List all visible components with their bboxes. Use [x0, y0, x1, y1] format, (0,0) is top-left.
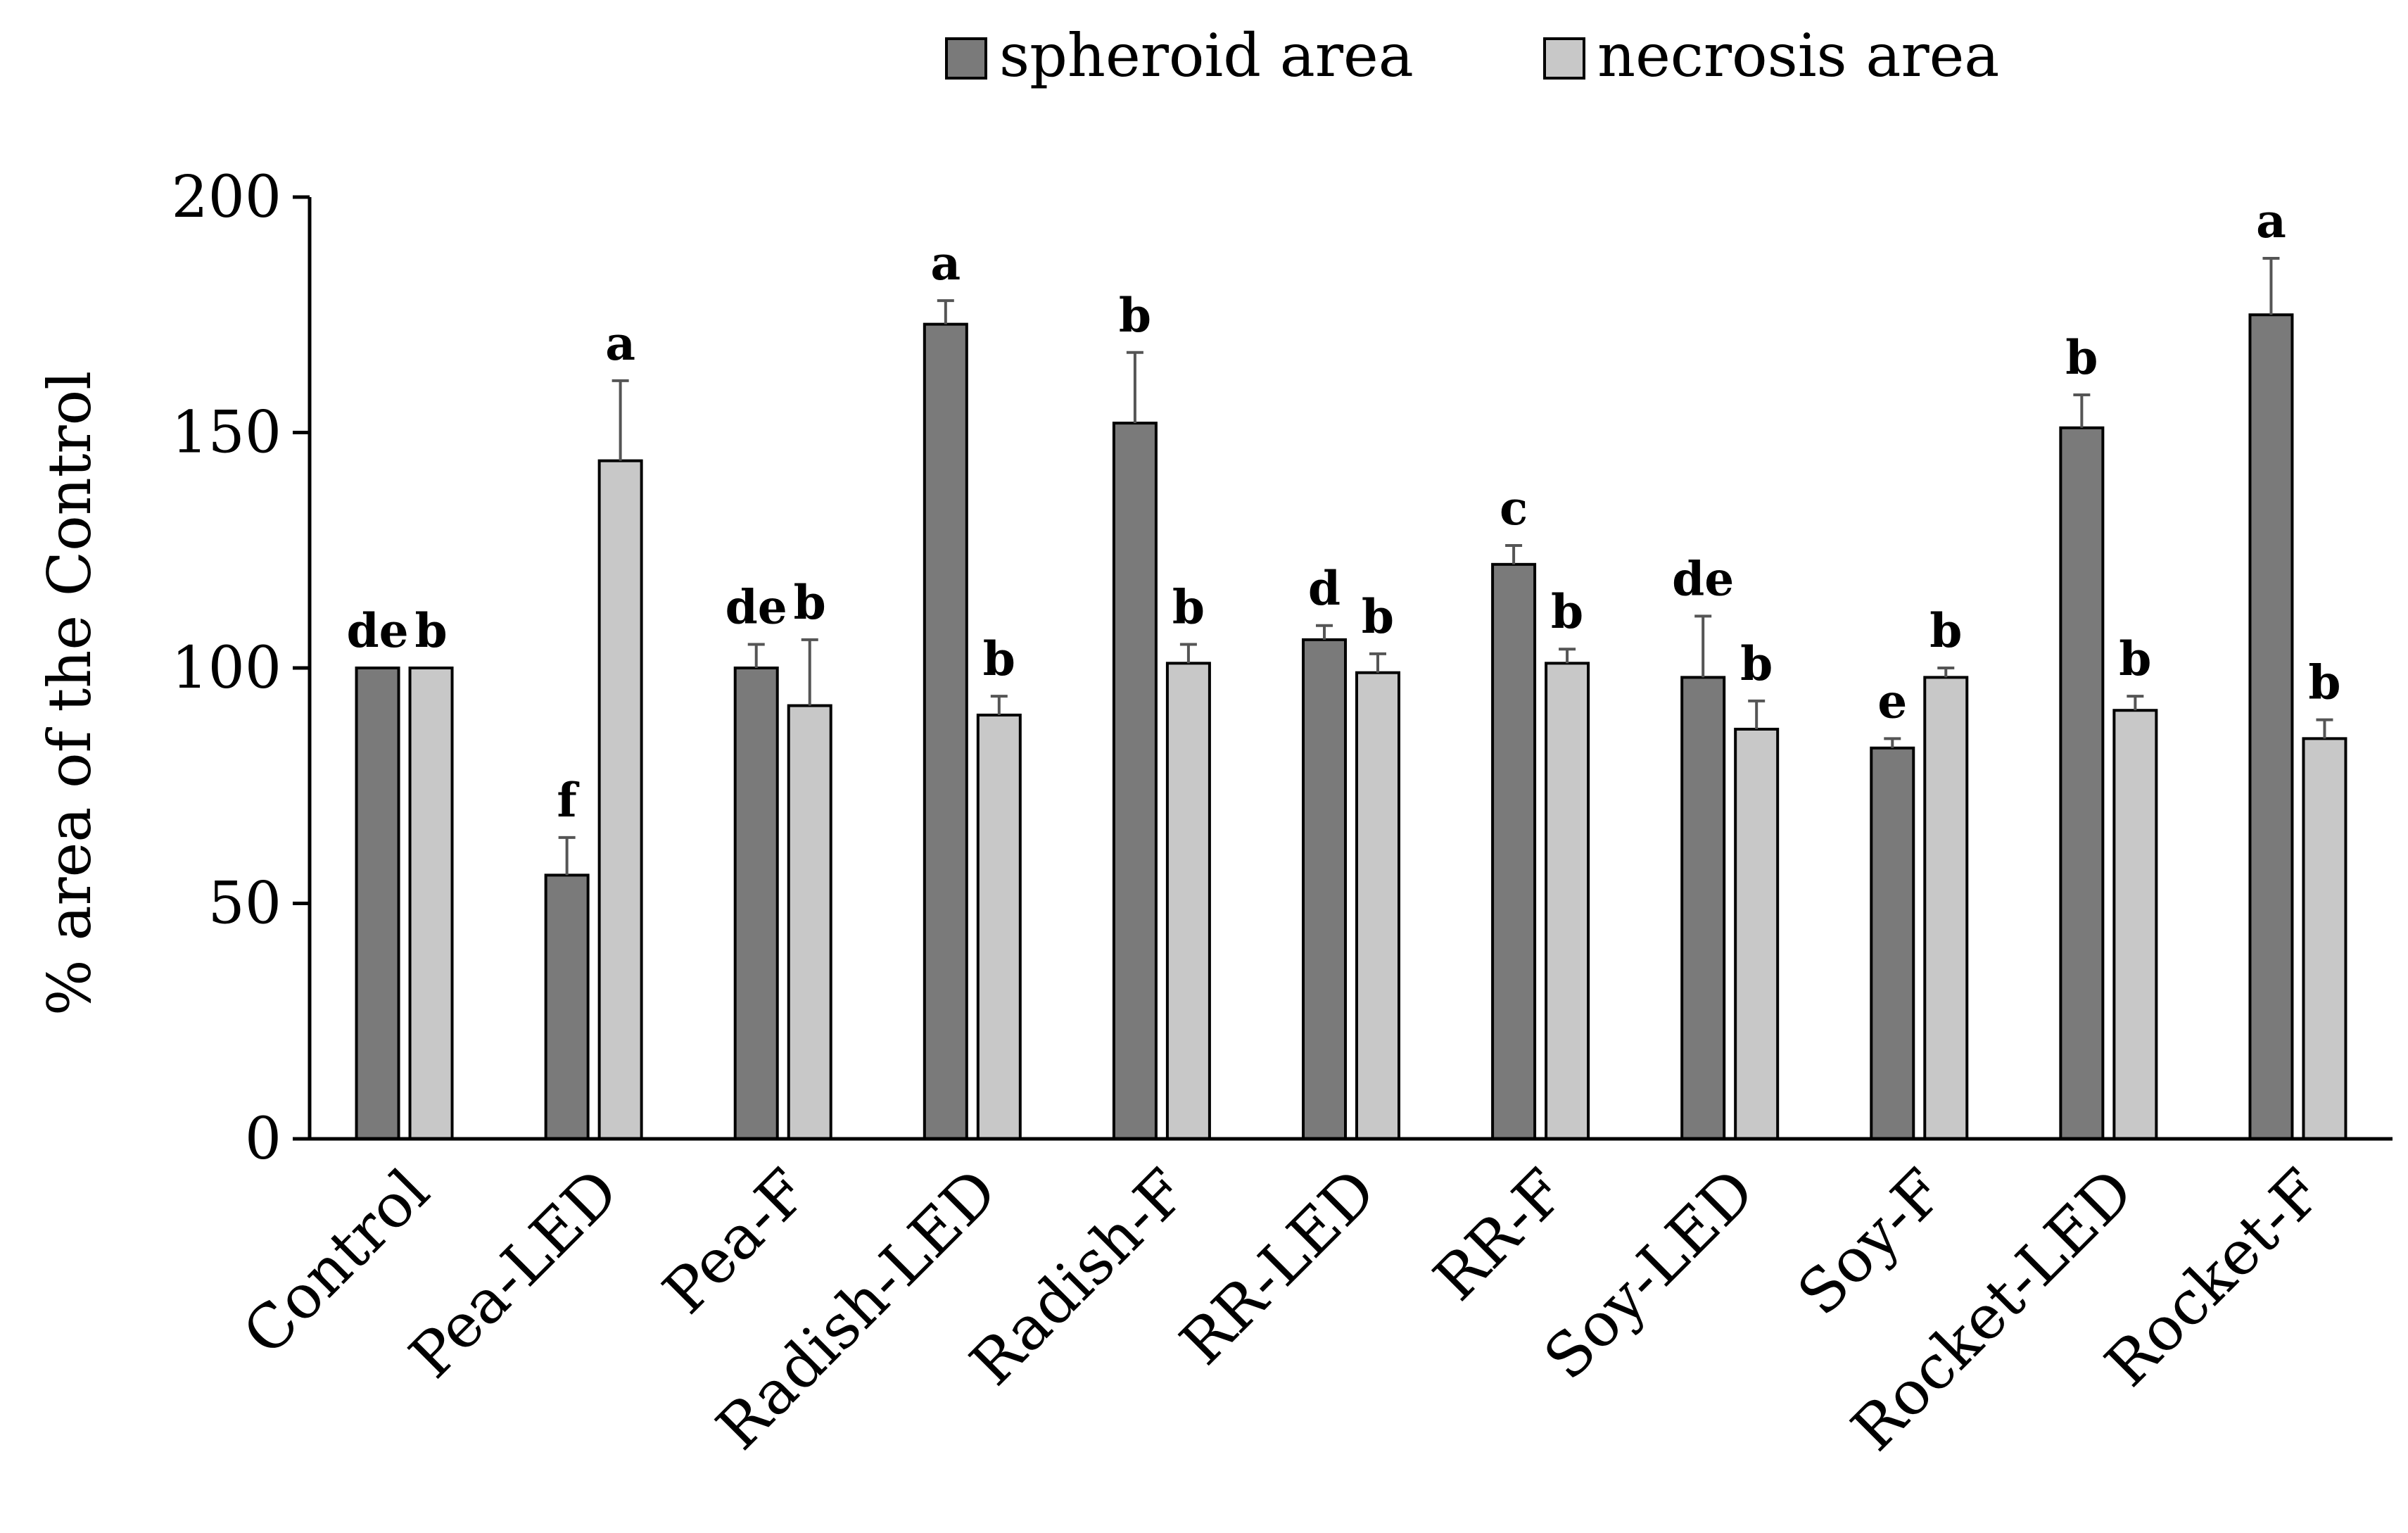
sig-letter-rocket-led-spheroid-area: b [2065, 330, 2098, 385]
legend-label-necrosis-area: necrosis area [1597, 21, 1999, 90]
legend-swatch-necrosis-area [1543, 37, 1585, 80]
y-tick-label-0: 0 [245, 1106, 281, 1173]
legend-swatch-spheroid-area [945, 37, 987, 80]
x-tick-label-rr-led: RR-LED [1167, 1156, 1389, 1378]
bar-rocket-f-spheroid-area [2248, 313, 2294, 1140]
bar-rr-led-necrosis-area [1355, 671, 1400, 1140]
bar-pea-f-spheroid-area [733, 667, 779, 1140]
sig-letter-radish-led-necrosis-area: b [983, 631, 1015, 686]
bar-radish-led-necrosis-area [976, 713, 1022, 1140]
sig-letter-control-spheroid-area: de [346, 603, 408, 658]
bar-control-spheroid-area [355, 667, 400, 1140]
sig-letter-radish-led-spheroid-area: a [930, 236, 961, 291]
bar-radish-f-necrosis-area [1165, 662, 1211, 1140]
x-tick-label-pea-f: Pea-F [650, 1156, 822, 1327]
legend-label-spheroid-area: spheroid area [999, 21, 1414, 90]
sig-letter-pea-f-spheroid-area: de [725, 580, 787, 635]
bar-rocket-led-spheroid-area [2059, 426, 2105, 1140]
y-tick-label-100: 100 [171, 635, 281, 702]
bar-pea-led-necrosis-area [597, 459, 643, 1140]
x-tick-label-rr-f: RR-F [1421, 1156, 1579, 1314]
sig-letter-rocket-f-spheroid-area: a [2256, 194, 2286, 248]
x-tick-label-pea-led: Pea-LED [396, 1156, 632, 1392]
bar-pea-led-spheroid-area [544, 873, 590, 1140]
bar-pea-f-necrosis-area [787, 704, 832, 1140]
y-axis-title: % area of the Control [35, 371, 104, 1016]
sig-letter-rocket-led-necrosis-area: b [2119, 631, 2151, 686]
sig-letter-pea-led-spheroid-area: f [557, 773, 579, 828]
sig-letter-rr-f-necrosis-area: b [1551, 584, 1583, 639]
y-tick-label-200: 200 [171, 164, 281, 231]
bar-soy-led-necrosis-area [1734, 727, 1780, 1140]
y-axis: 0 50 100 150 200 [171, 164, 312, 1173]
bar-rocket-f-necrosis-area [2302, 737, 2347, 1140]
sig-letter-rocket-f-necrosis-area: b [2308, 655, 2340, 710]
sig-letter-pea-f-necrosis-area: b [794, 575, 826, 630]
sig-letter-rr-led-spheroid-area: d [1308, 561, 1341, 616]
bar-soy-f-spheroid-area [1870, 746, 1915, 1140]
bar-radish-led-spheroid-area [923, 322, 968, 1140]
bar-rr-led-spheroid-area [1302, 638, 1347, 1140]
bar-control-necrosis-area [408, 667, 454, 1140]
legend: spheroid area necrosis area [945, 21, 1999, 90]
bar-soy-led-spheroid-area [1680, 676, 1726, 1140]
bar-rr-f-necrosis-area [1545, 662, 1590, 1140]
bar-rr-f-spheroid-area [1491, 562, 1537, 1140]
bar-radish-f-spheroid-area [1112, 422, 1158, 1140]
x-tick-label-soy-led: Soy-LED [1531, 1156, 1768, 1393]
sig-letter-soy-f-necrosis-area: b [1929, 603, 1962, 658]
sig-letter-soy-f-spheroid-area: e [1877, 674, 1907, 728]
sig-letter-soy-led-necrosis-area: b [1740, 636, 1773, 691]
sig-letter-rr-f-spheroid-area: c [1500, 481, 1528, 536]
sig-letter-pea-led-necrosis-area: a [605, 316, 635, 371]
y-tick-label-50: 50 [208, 871, 281, 938]
x-tick-label-soy-f: Soy-F [1785, 1156, 1958, 1329]
bar-rocket-led-necrosis-area [2112, 709, 2158, 1140]
y-tick-label-150: 150 [171, 400, 281, 467]
sig-letter-rr-led-necrosis-area: b [1362, 589, 1394, 644]
sig-letter-radish-f-necrosis-area: b [1172, 580, 1205, 635]
sig-letter-radish-f-spheroid-area: b [1119, 288, 1151, 343]
sig-letter-control-necrosis-area: b [414, 603, 447, 658]
sig-letter-soy-led-spheroid-area: de [1672, 551, 1734, 606]
bar-soy-f-necrosis-area [1923, 676, 1969, 1140]
